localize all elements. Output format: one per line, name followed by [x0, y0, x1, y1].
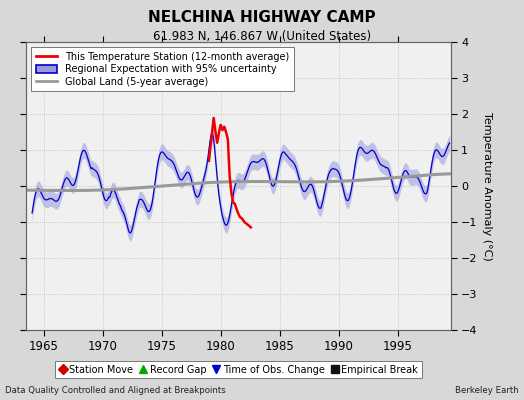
Y-axis label: Temperature Anomaly (°C): Temperature Anomaly (°C)	[482, 112, 492, 260]
Text: 61.983 N, 146.867 W (United States): 61.983 N, 146.867 W (United States)	[153, 30, 371, 43]
Text: Berkeley Earth: Berkeley Earth	[455, 386, 519, 395]
Text: Data Quality Controlled and Aligned at Breakpoints: Data Quality Controlled and Aligned at B…	[5, 386, 226, 395]
Text: NELCHINA HIGHWAY CAMP: NELCHINA HIGHWAY CAMP	[148, 10, 376, 25]
Legend: Station Move, Record Gap, Time of Obs. Change, Empirical Break: Station Move, Record Gap, Time of Obs. C…	[55, 361, 422, 378]
